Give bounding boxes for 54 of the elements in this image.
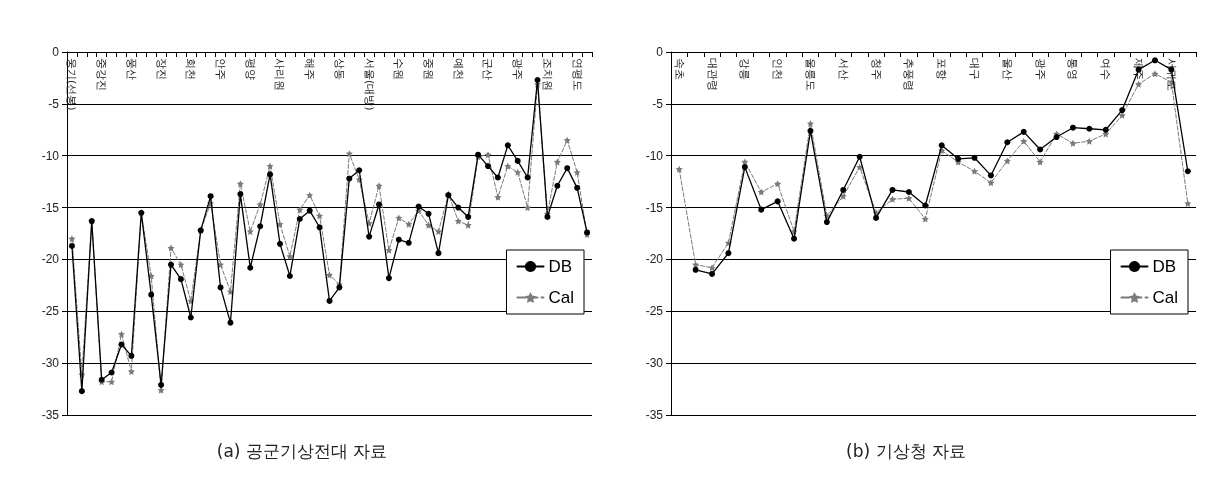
legend-label: DB	[548, 257, 573, 276]
x-tick-label: 군산	[481, 58, 495, 80]
x-tick-label: 수원	[392, 58, 406, 80]
y-tick-label: -15	[41, 200, 60, 215]
x-tick-label: 울릉도	[803, 58, 817, 91]
y-tick-label: 0	[656, 45, 664, 59]
x-tick-label: 조치원	[540, 58, 554, 91]
x-tick-label: 중강진	[95, 58, 109, 91]
x-tick-label: 청주	[869, 58, 883, 80]
x-tick-label: 장진	[154, 58, 168, 80]
x-tick-label: 광주	[511, 58, 525, 80]
x-tick-label: 추풍령	[902, 58, 916, 91]
x-tick-label: 대구	[968, 58, 982, 80]
text: (b) 기상청 자료	[846, 440, 966, 461]
x-tick-label: 강릉	[738, 58, 752, 80]
y-tick-label: -5	[652, 96, 664, 111]
y-tick-label: -20	[645, 252, 664, 267]
y-tick-label: -25	[645, 304, 664, 319]
x-tick-label: 상동	[332, 58, 346, 80]
x-tick-label: 중원	[422, 58, 436, 80]
y-tick-label: -30	[645, 356, 664, 371]
y-tick-label: -20	[41, 252, 60, 267]
y-tick-label: -5	[48, 96, 60, 111]
legend-label: DB	[1152, 257, 1177, 276]
x-tick-label: 서울(대방)	[362, 58, 376, 111]
x-tick-label: 통영	[1066, 58, 1080, 80]
legend-label: Cal	[1152, 288, 1179, 307]
x-tick-label: 예천	[451, 58, 465, 80]
legend-label: Cal	[548, 288, 575, 307]
x-tick-label: 여수	[1099, 58, 1113, 80]
x-tick-label: 사리원	[273, 58, 287, 91]
y-tick-label: -35	[41, 408, 60, 422]
y-tick-label: -10	[41, 148, 60, 163]
x-tick-label: 해주	[303, 58, 317, 80]
x-tick-label: 서산	[836, 58, 850, 80]
x-tick-label: 광주	[1033, 58, 1047, 80]
y-tick-label: -10	[645, 148, 664, 163]
y-tick-label: -35	[645, 408, 664, 422]
x-tick-label: 웅기(선봉)	[65, 58, 79, 111]
y-tick-label: 0	[52, 45, 60, 59]
x-tick-label: 평양	[243, 58, 257, 80]
x-tick-label: 포항	[935, 58, 949, 80]
x-tick-label: 속초	[672, 58, 686, 80]
y-tick-label: -30	[41, 356, 60, 371]
x-tick-label: 연평도	[570, 58, 584, 91]
text: (a) 공군기상전대 자료	[216, 440, 388, 461]
x-tick-label: 안주	[214, 58, 228, 80]
y-tick-label: -15	[645, 200, 664, 215]
x-tick-label: 인천	[771, 58, 785, 80]
x-tick-label: 대관령	[705, 58, 719, 91]
x-tick-label: 회천	[184, 58, 198, 80]
x-tick-label: 풍산	[124, 58, 138, 80]
y-tick-label: -25	[41, 304, 60, 319]
x-tick-label: 울산	[1000, 58, 1014, 80]
